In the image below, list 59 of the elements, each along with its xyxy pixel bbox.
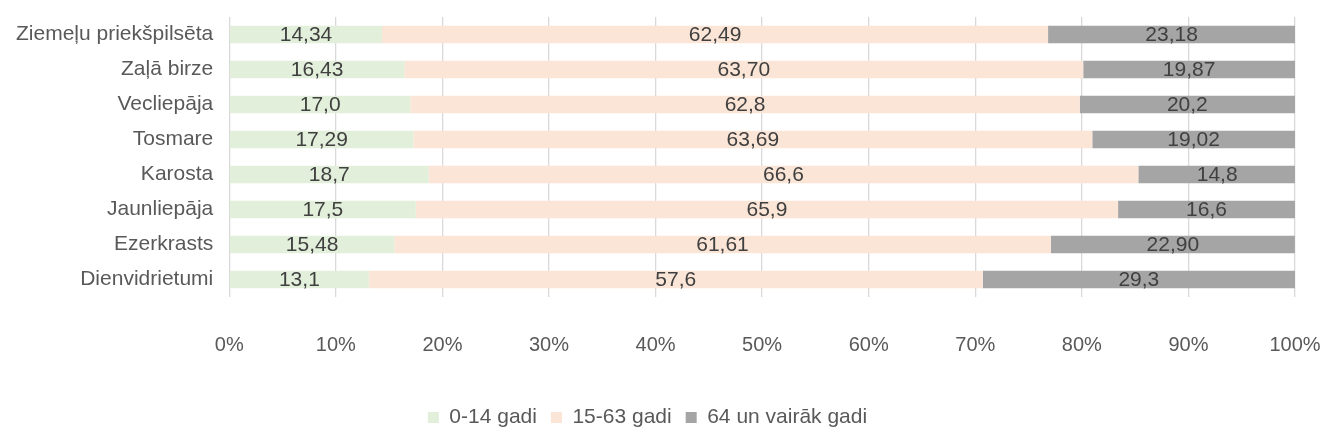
x-tick-label: 100%	[1269, 332, 1321, 355]
data-label: 17,0	[299, 92, 341, 116]
data-label: 19,02	[1167, 127, 1220, 151]
x-tick-label: 80%	[1061, 332, 1103, 355]
data-label: 14,34	[279, 22, 333, 46]
data-label: 13,1	[278, 267, 320, 291]
data-label: 23,18	[1145, 22, 1198, 46]
data-label: 20,2	[1166, 92, 1208, 116]
x-tick-label: 0%	[214, 332, 244, 355]
x-tick-label: 90%	[1168, 332, 1209, 355]
data-label: 19,87	[1162, 57, 1216, 81]
bar	[413, 130, 1093, 149]
data-label: 18,7	[308, 162, 350, 186]
data-label: 17,29	[295, 127, 348, 151]
data-label: 62,49	[688, 22, 742, 46]
data-label: 29,3	[1118, 267, 1160, 291]
data-label: 15,48	[285, 232, 339, 256]
bar	[410, 95, 1080, 114]
bar	[428, 165, 1139, 184]
x-tick-label: 20%	[422, 332, 463, 355]
y-tick-label: Dienvidrietumi	[80, 266, 214, 290]
y-tick-label: Vecliepāja	[117, 91, 214, 115]
y-tick-label: Karosta	[140, 161, 214, 185]
data-label: 66,6	[763, 162, 804, 186]
data-label: 17,5	[302, 197, 344, 221]
legend-label: 0-14 gadi	[449, 404, 537, 428]
bar	[229, 95, 411, 114]
x-tick-label: 70%	[955, 332, 996, 355]
bar	[1079, 95, 1295, 114]
data-label: 62,8	[724, 92, 766, 116]
bar	[394, 235, 1051, 254]
legend-label: 15-63 gadi	[572, 404, 672, 428]
data-label: 65,9	[746, 197, 788, 221]
data-label: 22,90	[1146, 232, 1200, 256]
x-tick-label: 10%	[315, 332, 357, 355]
y-tick-label: Zaļā birze	[121, 56, 214, 80]
x-tick-label: 30%	[528, 332, 570, 355]
data-label: 16,43	[290, 57, 344, 81]
bar	[229, 165, 429, 184]
data-label: 57,6	[655, 267, 697, 291]
y-tick-label: Tosmare	[132, 126, 214, 150]
x-tick-label: 60%	[848, 332, 889, 355]
bar	[229, 200, 416, 219]
bar	[368, 270, 983, 289]
bar	[404, 60, 1084, 79]
legend-label: 64 un vairāk gadi	[707, 404, 868, 428]
data-label: 63,69	[726, 127, 780, 151]
data-label: 63,70	[717, 57, 771, 81]
data-label: 16,6	[1186, 197, 1227, 221]
x-tick-label: 50%	[742, 332, 783, 355]
bar	[415, 200, 1119, 219]
y-tick-label: Jaunliepāja	[106, 196, 214, 220]
data-label: 61,61	[696, 232, 749, 256]
bar	[982, 270, 1295, 289]
bar	[382, 25, 1049, 44]
y-tick-label: Ziemeļu priekšpilsēta	[15, 21, 214, 45]
data-label: 14,8	[1196, 162, 1238, 186]
x-tick-label: 40%	[635, 332, 676, 355]
y-tick-label: Ezerkrasts	[114, 231, 214, 255]
